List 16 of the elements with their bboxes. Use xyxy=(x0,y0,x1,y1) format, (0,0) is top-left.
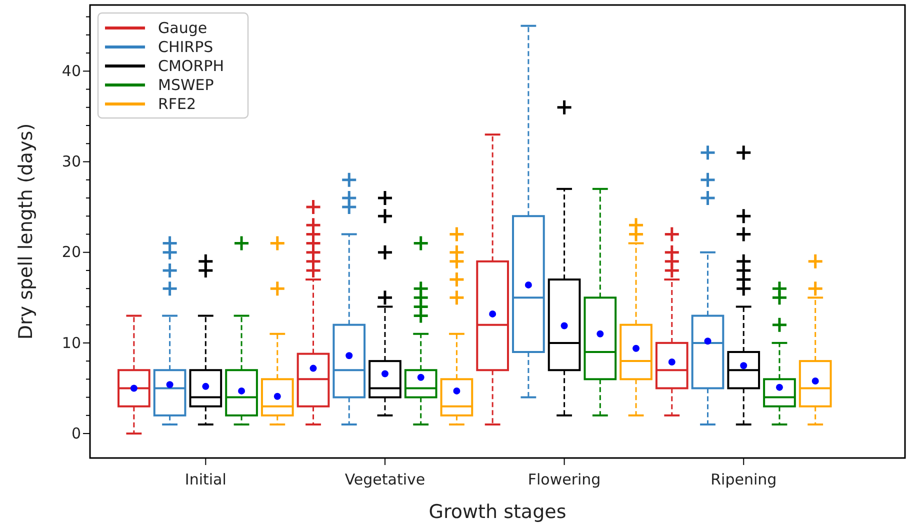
y-tick-label: 10 xyxy=(62,334,81,352)
legend-label: MSWEP xyxy=(158,76,214,94)
x-tick-label: Ripening xyxy=(710,470,777,488)
y-tick-label: 20 xyxy=(62,243,81,262)
y-tick-label: 0 xyxy=(71,424,81,442)
x-tick-label: Initial xyxy=(184,470,226,488)
x-axis-title: Growth stages xyxy=(428,501,566,523)
legend-label: Gauge xyxy=(158,19,208,37)
legend-label: CHIRPS xyxy=(158,38,214,56)
x-tick-label: Vegetative xyxy=(344,470,426,488)
legend-label: CMORPH xyxy=(158,57,224,75)
y-tick-label: 30 xyxy=(62,152,81,171)
y-axis-title: Dry spell length (days) xyxy=(15,123,37,340)
x-tick-label: Flowering xyxy=(528,470,601,488)
y-tick-label: 40 xyxy=(62,62,81,80)
legend-label: RFE2 xyxy=(158,95,196,113)
